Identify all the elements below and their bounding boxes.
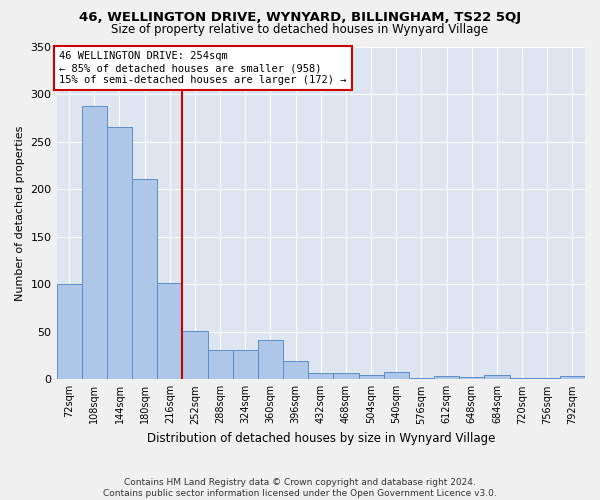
Bar (459, 378, 484, 380)
Bar (182, 331, 208, 380)
Bar (132, 178, 157, 380)
Bar (82, 106, 107, 380)
Bar (283, 361, 308, 380)
Text: Size of property relative to detached houses in Wynyard Village: Size of property relative to detached ho… (112, 22, 488, 36)
Bar (434, 376, 459, 380)
Bar (334, 372, 359, 380)
Bar (56, 284, 82, 380)
Bar (409, 378, 434, 380)
Bar (258, 340, 283, 380)
Bar (308, 372, 334, 380)
Bar (157, 284, 182, 380)
Bar (484, 374, 509, 380)
Bar (383, 372, 409, 380)
Text: Contains HM Land Registry data © Crown copyright and database right 2024.
Contai: Contains HM Land Registry data © Crown c… (103, 478, 497, 498)
Text: 46, WELLINGTON DRIVE, WYNYARD, BILLINGHAM, TS22 5QJ: 46, WELLINGTON DRIVE, WYNYARD, BILLINGHA… (79, 11, 521, 24)
Bar (107, 128, 132, 380)
Text: 46 WELLINGTON DRIVE: 254sqm
← 85% of detached houses are smaller (958)
15% of se: 46 WELLINGTON DRIVE: 254sqm ← 85% of det… (59, 52, 347, 84)
Bar (359, 374, 383, 380)
Bar (233, 350, 258, 380)
Bar (535, 378, 560, 380)
Bar (509, 378, 535, 380)
Bar (208, 350, 233, 380)
X-axis label: Distribution of detached houses by size in Wynyard Village: Distribution of detached houses by size … (146, 432, 495, 445)
Bar (560, 376, 585, 380)
Y-axis label: Number of detached properties: Number of detached properties (15, 125, 25, 300)
